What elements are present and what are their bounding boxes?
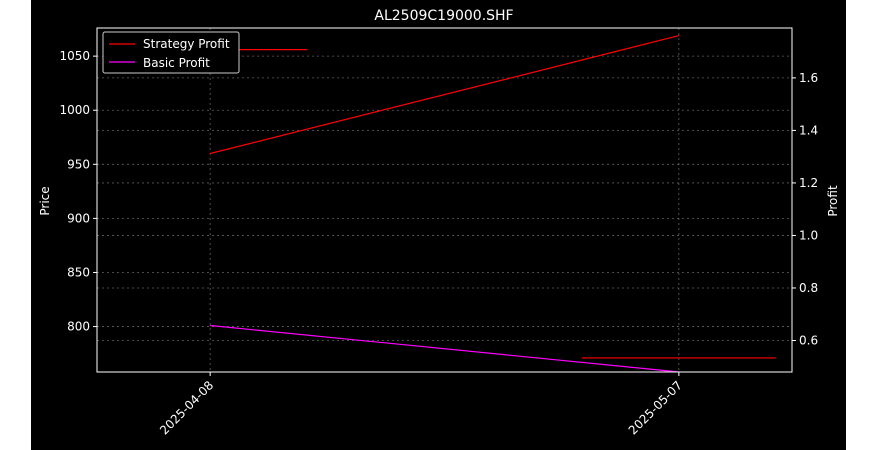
chart-svg: AL2509C19000.SHF 800 850 900 950 1000 1050 0.… bbox=[38, 8, 840, 437]
left-tick-label-950: 950 bbox=[67, 157, 90, 171]
right-axis: 0.6 0.8 1.0 1.2 1.4 1.6 bbox=[792, 71, 818, 347]
left-tick-label-850: 850 bbox=[67, 265, 90, 279]
chart-title: AL2509C19000.SHF bbox=[374, 8, 513, 24]
left-tick-label-1050: 1050 bbox=[59, 49, 90, 63]
series-layer bbox=[209, 35, 680, 373]
series-line-1 bbox=[210, 324, 679, 373]
left-tick-label-1000: 1000 bbox=[59, 103, 90, 117]
right-tick-label-0.8: 0.8 bbox=[799, 281, 818, 295]
right-tick-label-1.6: 1.6 bbox=[799, 71, 818, 85]
legend-box bbox=[102, 31, 240, 74]
right-tick-label-1.4: 1.4 bbox=[799, 123, 818, 137]
left-tick-label-800: 800 bbox=[67, 320, 90, 334]
x-tick-label-2025-04-08: 2025-04-08 bbox=[157, 378, 216, 437]
series-line-0 bbox=[209, 35, 680, 155]
x-axis: 2025-04-08 2025-05-07 bbox=[157, 372, 685, 437]
right-tick-label-1: 1.0 bbox=[799, 228, 818, 242]
right-tick-label-1.2: 1.2 bbox=[799, 176, 818, 190]
y-axis-label-right: Profit bbox=[826, 185, 840, 217]
left-axis: 800 850 900 950 1000 1050 bbox=[59, 49, 97, 334]
y-axis-label-left: Price bbox=[38, 186, 52, 215]
legend-label-strategy: Strategy Profit bbox=[143, 37, 230, 51]
plot-frame bbox=[96, 27, 793, 373]
grid-layer bbox=[97, 28, 792, 372]
left-tick-label-900: 900 bbox=[67, 211, 90, 225]
legend: Strategy Profit Basic Profit bbox=[102, 31, 240, 74]
x-tick-label-2025-05-07: 2025-05-07 bbox=[626, 378, 685, 437]
chart-figure: AL2509C19000.SHF 800 850 900 950 1000 1050 0.… bbox=[31, 0, 846, 450]
reference-lines bbox=[210, 49, 776, 359]
legend-label-basic: Basic Profit bbox=[143, 56, 210, 70]
right-tick-label-0.6: 0.6 bbox=[799, 333, 818, 347]
